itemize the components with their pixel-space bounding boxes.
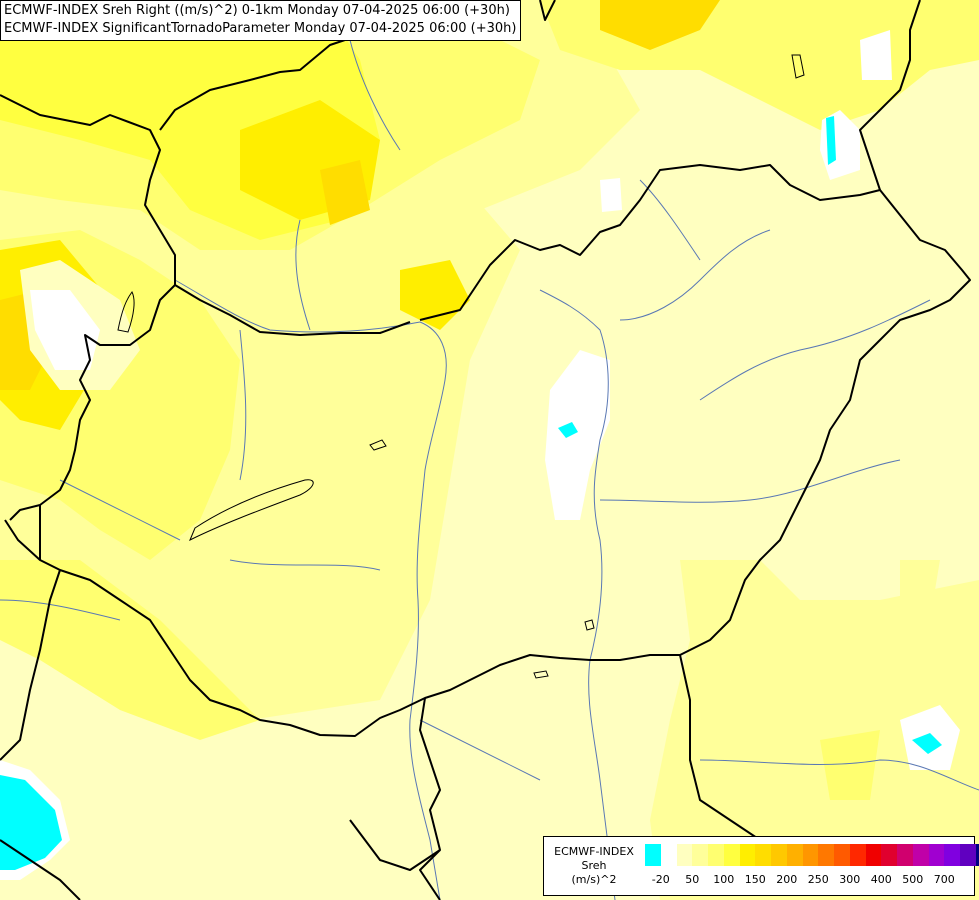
- legend-swatch: [660, 844, 677, 866]
- legend-swatch: [975, 844, 979, 866]
- legend-swatch: [960, 844, 976, 866]
- legend-swatch: [676, 844, 693, 866]
- legend-tick-label: 700: [933, 873, 955, 886]
- legend-swatch: [928, 844, 945, 866]
- legend-tick-label: 250: [807, 873, 829, 886]
- legend-swatch: [786, 844, 803, 866]
- legend-swatch: [818, 844, 834, 866]
- legend-swatch: [755, 844, 771, 866]
- legend-tick-label: 500: [902, 873, 924, 886]
- legend-tick-label: -20: [651, 873, 670, 886]
- legend-swatch: [849, 844, 866, 866]
- legend-title: ECMWF-INDEX Sreh (m/s)^2: [548, 845, 640, 887]
- legend-tick-label: 150: [744, 873, 766, 886]
- legend-ticks: -20 50 100 150 200 250 300 400 500 700: [645, 873, 975, 889]
- legend-swatch: [645, 844, 661, 866]
- map-title-line-1: ECMWF-INDEX Sreh Right ((m/s)^2) 0-1km M…: [4, 3, 510, 18]
- color-legend: ECMWF-INDEX Sreh (m/s)^2 -20 50 100 150 200 2…: [543, 836, 979, 896]
- legend-title-line: (m/s)^2: [571, 873, 617, 886]
- legend-swatches: [645, 844, 979, 866]
- legend-swatch: [865, 844, 882, 866]
- legend-tick-label: 100: [713, 873, 735, 886]
- legend-swatch: [739, 844, 756, 866]
- legend-tick-label: 200: [776, 873, 798, 886]
- legend-swatch: [944, 844, 960, 866]
- legend-title-line: ECMWF-INDEX: [554, 845, 634, 858]
- legend-title-line: Sreh: [581, 859, 607, 872]
- rivers: [0, 39, 979, 900]
- legend-swatch: [723, 844, 740, 866]
- map-title-box: ECMWF-INDEX Sreh Right ((m/s)^2) 0-1km M…: [0, 0, 522, 41]
- lakes: [117, 54, 805, 679]
- legend-swatch: [912, 844, 929, 866]
- legend-swatch: [692, 844, 708, 866]
- legend-tick-label: 400: [870, 873, 892, 886]
- legend-swatch: [708, 844, 724, 866]
- legend-swatch: [881, 844, 897, 866]
- legend-swatch: [834, 844, 850, 866]
- legend-swatch: [897, 844, 913, 866]
- legend-tick-label: 300: [839, 873, 861, 886]
- legend-swatch: [802, 844, 819, 866]
- legend-swatch: [771, 844, 787, 866]
- legend-tick-label: 50: [685, 873, 700, 886]
- map-title-line-2: ECMWF-INDEX SignificantTornadoParameter …: [4, 21, 517, 36]
